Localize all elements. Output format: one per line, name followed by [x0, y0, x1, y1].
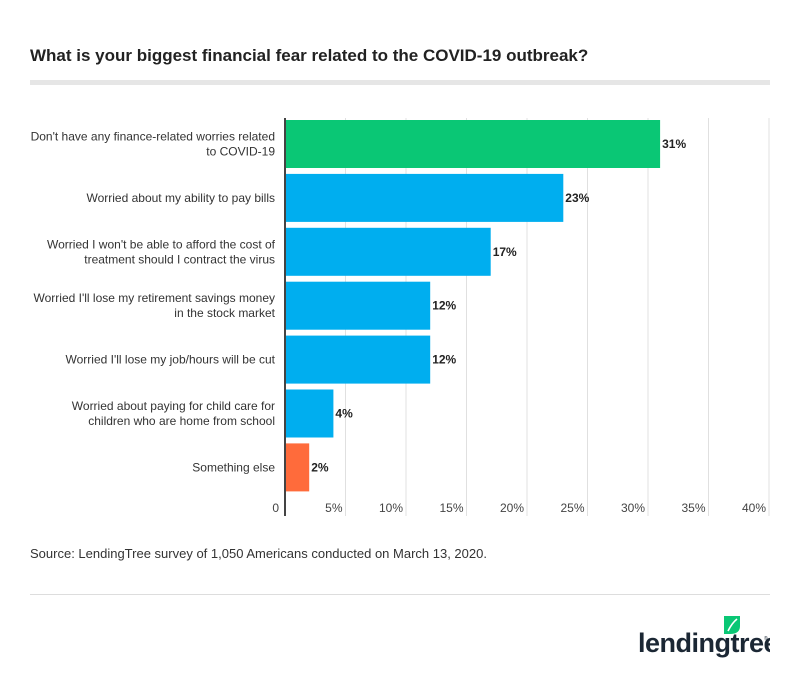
data-label: 17% — [493, 245, 517, 259]
svg-text:®: ® — [764, 635, 768, 642]
data-label: 2% — [311, 460, 329, 474]
category-label: Something else — [192, 460, 275, 474]
category-label: Worried I'll lose my retirement savings … — [34, 291, 275, 305]
x-tick-label: 0 — [272, 501, 279, 515]
x-tick-label: 20% — [500, 501, 524, 515]
chart-title: What is your biggest financial fear rela… — [30, 46, 589, 65]
category-label: to COVID-19 — [206, 145, 275, 159]
data-label: 12% — [432, 299, 456, 313]
data-label: 31% — [662, 137, 686, 151]
bar — [285, 443, 310, 492]
bar — [285, 120, 661, 168]
data-label: 23% — [565, 191, 589, 205]
data-label: 12% — [432, 353, 456, 367]
category-label: children who are home from school — [88, 414, 275, 428]
category-label: Don't have any finance-related worries r… — [31, 130, 275, 144]
x-tick-label: 15% — [439, 501, 463, 515]
divider — [30, 80, 770, 85]
category-label: treatment should I contract the virus — [84, 252, 275, 266]
lendingtree-logo: lendingtree ® — [636, 614, 779, 663]
category-label: Worried I'll lose my job/hours will be c… — [66, 353, 276, 367]
x-tick-label: 40% — [742, 501, 766, 515]
category-label: Worried about paying for child care for — [72, 399, 275, 413]
bar — [285, 389, 334, 438]
x-tick-label: 25% — [560, 501, 584, 515]
category-label: in the stock market — [174, 306, 275, 320]
x-tick-label: 30% — [621, 501, 645, 515]
category-label: Worried I won't be able to afford the co… — [47, 237, 276, 251]
bar — [285, 281, 431, 330]
bar — [285, 227, 491, 276]
bar — [285, 173, 564, 222]
x-tick-label: 10% — [379, 501, 403, 515]
x-tick-label: 5% — [325, 501, 343, 515]
data-label: 4% — [335, 407, 353, 421]
divider — [30, 594, 770, 595]
source-note: Source: LendingTree survey of 1,050 Amer… — [30, 546, 487, 561]
category-label: Worried about my ability to pay bills — [86, 191, 275, 205]
bar — [285, 335, 431, 384]
x-tick-label: 35% — [681, 501, 705, 515]
bar-chart: 0 5% 10% 15% 20% 25% 30% 35% 40% 31% Don't have an… — [31, 118, 770, 516]
svg-text:lendingtree: lendingtree — [638, 628, 770, 658]
